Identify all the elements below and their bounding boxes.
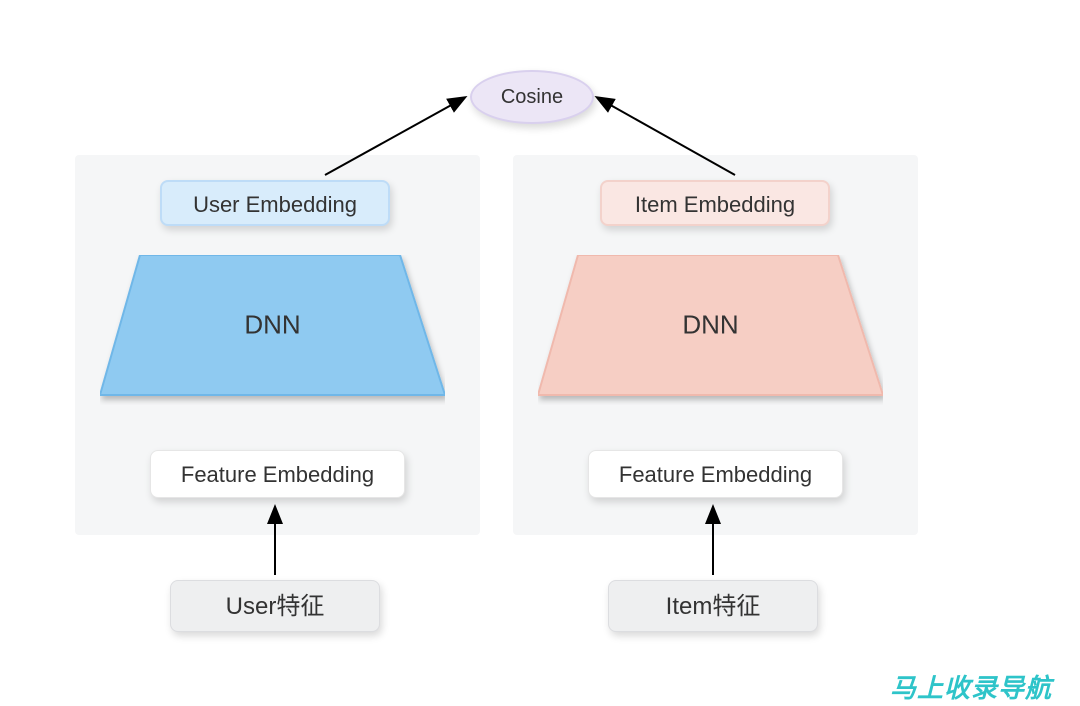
user-input-node: User特征 bbox=[170, 580, 380, 632]
item-input-node: Item特征 bbox=[608, 580, 818, 632]
item-feature-embedding-node: Feature Embedding bbox=[588, 450, 843, 498]
cosine-label: Cosine bbox=[501, 86, 563, 109]
footer-watermark: 马上收录导航 bbox=[870, 660, 1072, 706]
item-feature-embedding-label: Feature Embedding bbox=[619, 462, 812, 487]
user-embedding-label: User Embedding bbox=[193, 192, 357, 217]
item-embedding-node: Item Embedding bbox=[600, 180, 830, 226]
item-embedding-label: Item Embedding bbox=[635, 192, 795, 217]
item-dnn-label: DNN bbox=[538, 310, 883, 341]
footer-text: 马上收录导航 bbox=[890, 673, 1052, 703]
user-input-label: User特征 bbox=[226, 593, 325, 620]
user-feature-embedding-label: Feature Embedding bbox=[181, 462, 374, 487]
item-dnn-node: DNN bbox=[538, 255, 883, 395]
diagram-stage: Cosine User Embedding DNN Feature Embedd… bbox=[0, 0, 1080, 706]
user-dnn-label: DNN bbox=[100, 310, 445, 341]
user-embedding-node: User Embedding bbox=[160, 180, 390, 226]
item-input-label: Item特征 bbox=[666, 593, 761, 620]
user-feature-embedding-node: Feature Embedding bbox=[150, 450, 405, 498]
user-dnn-node: DNN bbox=[100, 255, 445, 395]
cosine-node: Cosine bbox=[470, 70, 594, 124]
